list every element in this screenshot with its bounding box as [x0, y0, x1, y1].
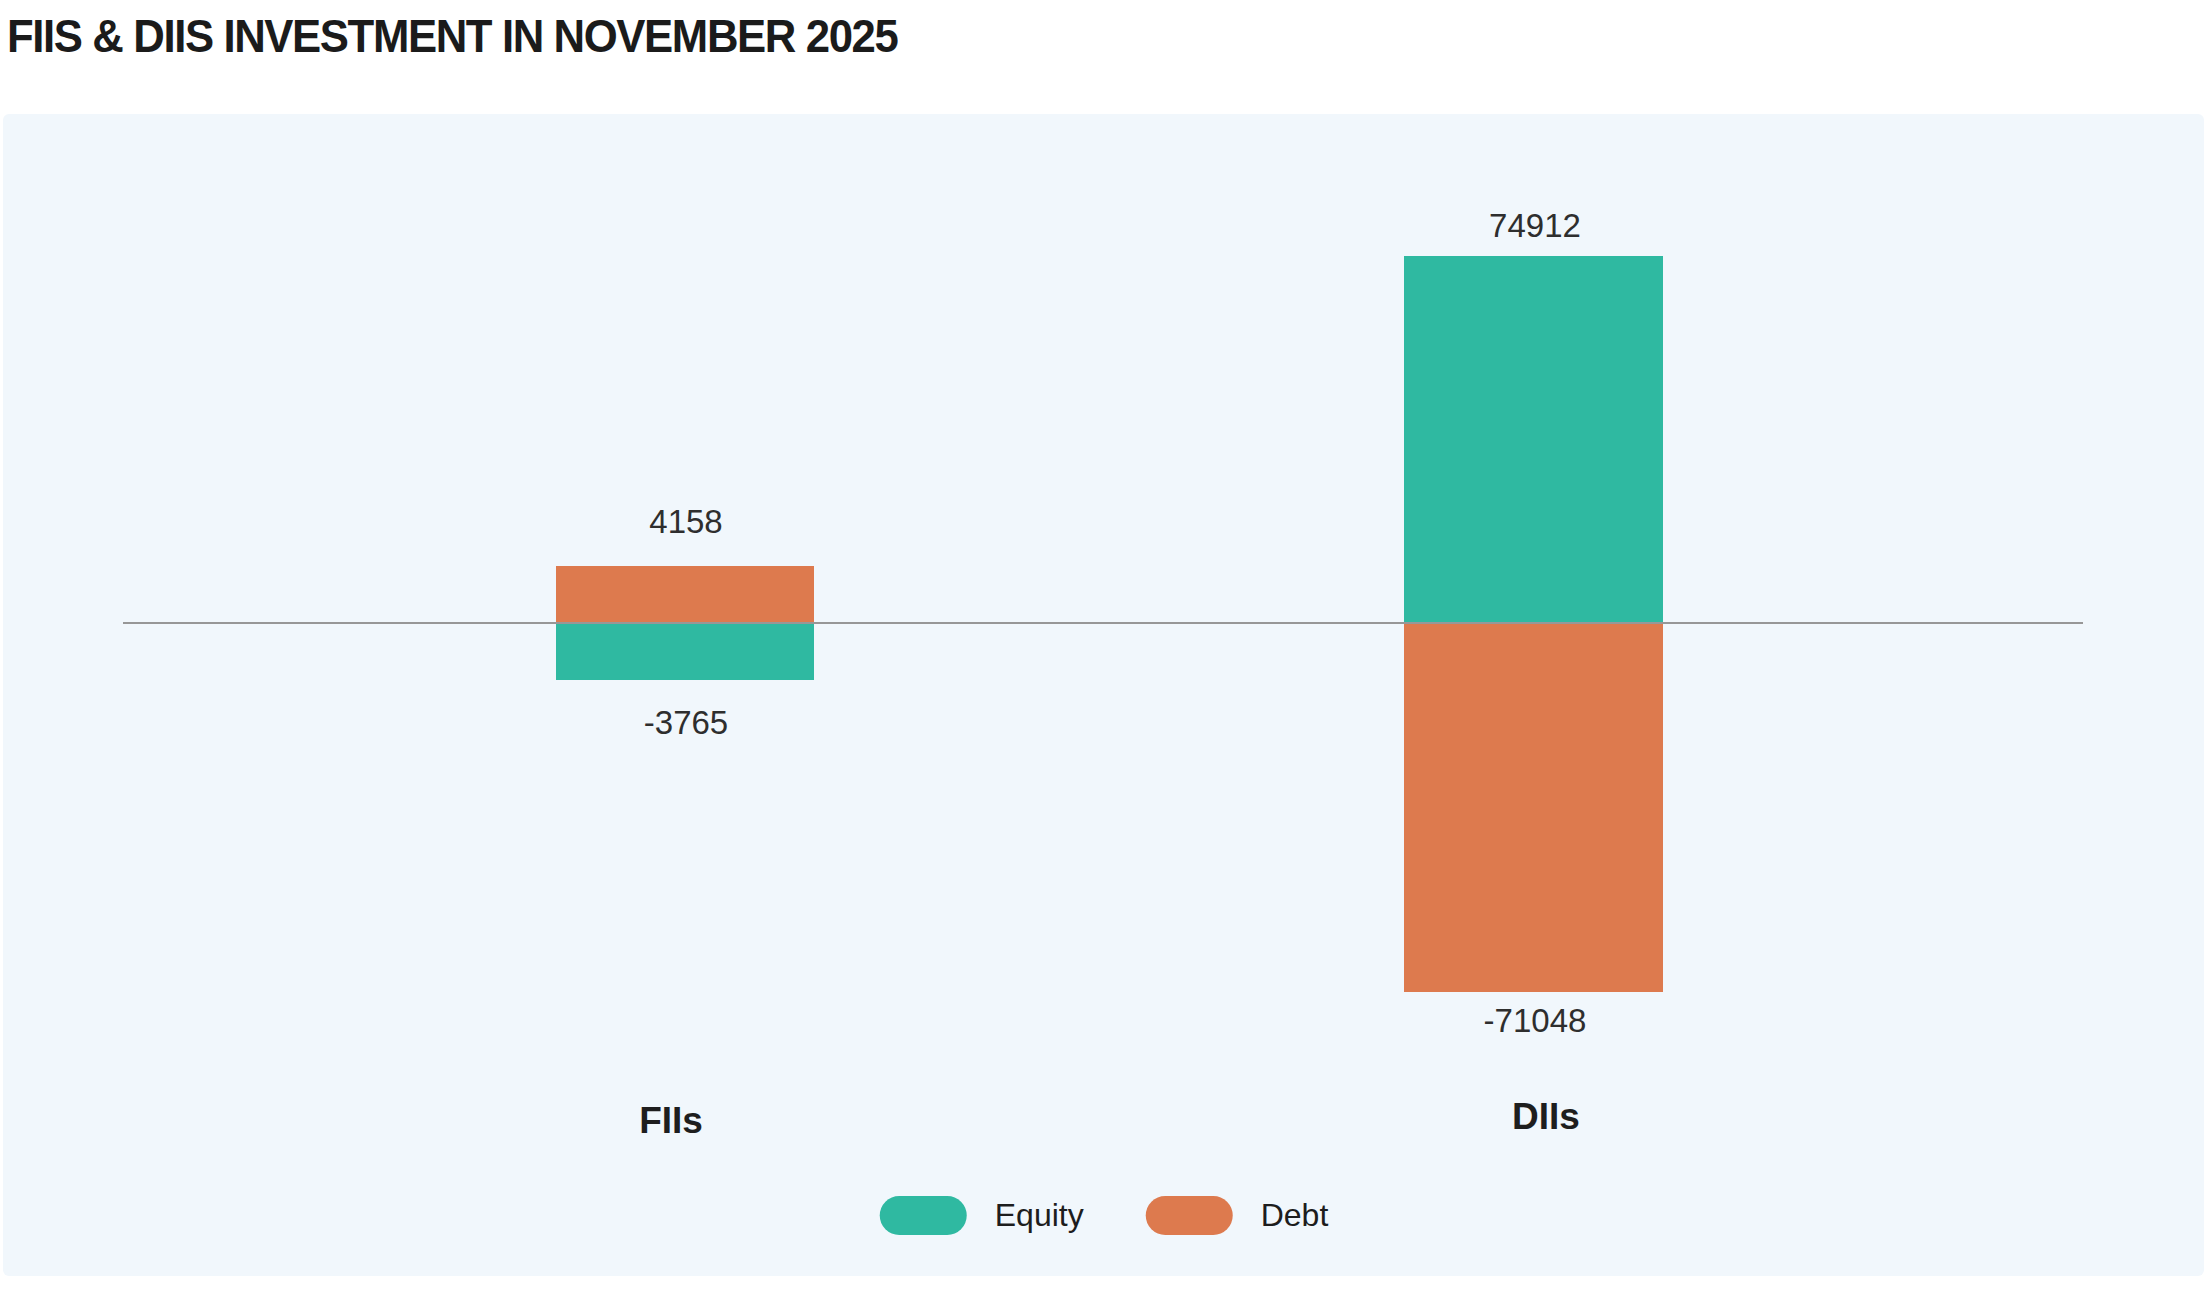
value-label-fiis-debt: 4158	[649, 503, 722, 541]
value-label-diis-equity: 74912	[1489, 207, 1581, 245]
bar-diis-debt[interactable]	[1404, 623, 1663, 992]
legend-item-debt[interactable]: Debt	[1146, 1196, 1329, 1235]
legend-label-debt: Debt	[1261, 1197, 1329, 1234]
zero-axis-line	[123, 622, 2083, 624]
page: FIIS & DIIS INVESTMENT IN NOVEMBER 2025 …	[0, 0, 2208, 1309]
category-label-fiis: FIIs	[639, 1100, 703, 1142]
equity-swatch-icon	[880, 1196, 967, 1235]
chart-panel	[3, 114, 2204, 1276]
bar-diis-equity[interactable]	[1404, 256, 1663, 623]
bar-fiis-equity[interactable]	[556, 623, 814, 680]
bar-fiis-debt[interactable]	[556, 566, 814, 623]
value-label-diis-debt: -71048	[1484, 1002, 1587, 1040]
value-label-fiis-equity: -3765	[644, 704, 728, 742]
category-label-diis: DIIs	[1512, 1096, 1580, 1138]
debt-swatch-icon	[1146, 1196, 1233, 1235]
legend-label-equity: Equity	[995, 1197, 1084, 1234]
legend-item-equity[interactable]: Equity	[880, 1196, 1084, 1235]
legend: Equity Debt	[880, 1196, 1329, 1235]
page-title: FIIS & DIIS INVESTMENT IN NOVEMBER 2025	[7, 8, 897, 63]
